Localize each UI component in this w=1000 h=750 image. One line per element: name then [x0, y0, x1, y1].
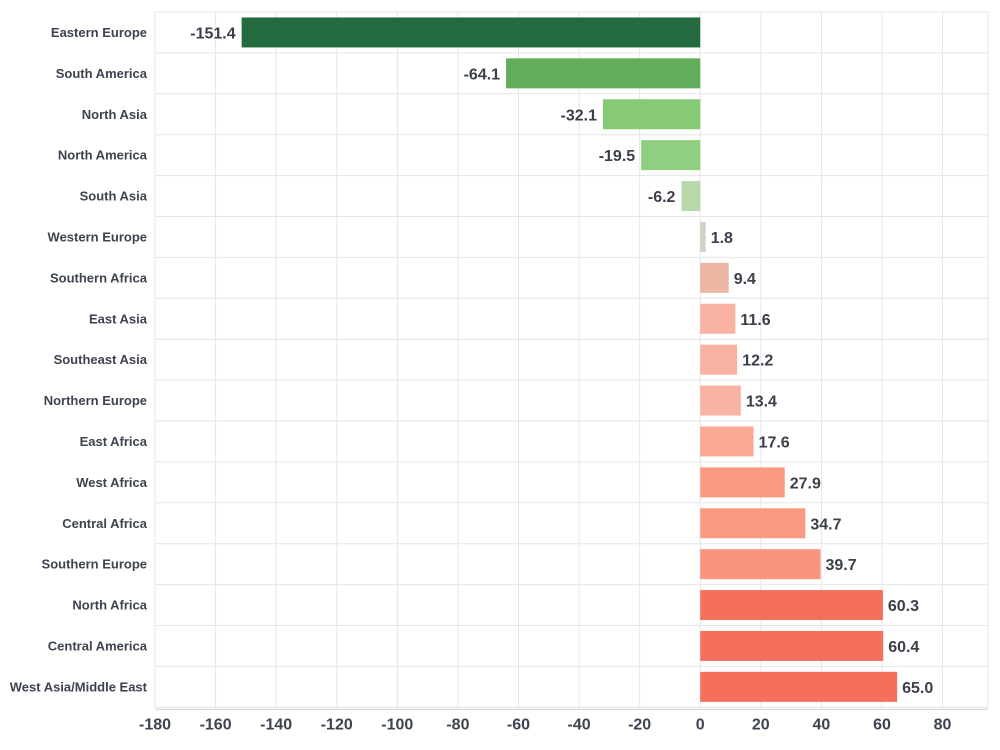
- category-label: Eastern Europe: [51, 25, 147, 40]
- category-label: South America: [56, 66, 148, 81]
- x-tick-label: 60: [873, 716, 891, 733]
- category-label: North America: [58, 148, 148, 163]
- category-label: Central Africa: [62, 516, 148, 531]
- grid-lines: [154, 11, 989, 708]
- bar-northern-europe: [700, 385, 741, 416]
- x-tick-label: -180: [139, 716, 171, 733]
- x-tick-label: -100: [381, 716, 413, 733]
- category-label: East Asia: [89, 311, 148, 326]
- value-label: -64.1: [464, 66, 501, 83]
- value-label: 34.7: [810, 516, 841, 533]
- bars: [241, 17, 898, 702]
- bar-east-africa: [700, 426, 754, 457]
- x-tick-label: -60: [507, 716, 530, 733]
- bar-south-america: [506, 58, 701, 89]
- value-label: 39.7: [825, 557, 856, 574]
- value-label: 27.9: [790, 475, 821, 492]
- x-tick-label: -20: [628, 716, 651, 733]
- category-label: West Africa: [76, 475, 148, 490]
- x-tick-label: -120: [321, 716, 353, 733]
- bar-western-europe: [700, 221, 706, 252]
- value-label: 65.0: [902, 680, 933, 697]
- category-labels: Eastern Europe South America North Asia Nor…: [10, 25, 148, 694]
- category-label: South Asia: [80, 189, 148, 204]
- x-tick-label: 20: [752, 716, 770, 733]
- x-tick-label: -80: [446, 716, 469, 733]
- category-label: Southeast Asia: [54, 352, 148, 367]
- x-tick-label: -40: [568, 716, 591, 733]
- value-label: -32.1: [561, 107, 598, 124]
- category-label: Northern Europe: [44, 393, 147, 408]
- bar-south-asia: [681, 181, 701, 212]
- value-labels: -151.4 -64.1 -32.1 -19.5 -6.2 1.8 9.4 11.6 12.2 1…: [190, 25, 933, 696]
- category-label: Southern Europe: [42, 557, 147, 572]
- category-label: East Africa: [80, 434, 148, 449]
- bar-central-america: [700, 630, 884, 661]
- value-label: 11.6: [740, 312, 770, 329]
- value-label: 60.3: [888, 598, 919, 615]
- value-label: -19.5: [599, 148, 636, 165]
- category-label: North Asia: [82, 107, 148, 122]
- value-label: 17.6: [759, 434, 790, 451]
- x-axis: -180 -160 -140 -120 -100 -80 -60 -40 -20 0 20 40 60 8…: [139, 708, 988, 733]
- bar-north-asia: [603, 99, 701, 130]
- bar-southern-africa: [700, 262, 729, 293]
- x-tick-label: 0: [696, 716, 705, 733]
- value-label: 12.2: [742, 353, 773, 370]
- x-tick-label: -160: [200, 716, 232, 733]
- bar-west-asia-middle-east: [700, 671, 898, 702]
- x-tick-label: -140: [260, 716, 292, 733]
- bar-north-africa: [700, 590, 883, 621]
- category-label: Southern Africa: [50, 270, 148, 285]
- value-label: 60.4: [888, 639, 919, 656]
- value-label: 9.4: [734, 271, 756, 288]
- value-label: 1.8: [711, 230, 733, 247]
- bar-central-africa: [700, 508, 806, 539]
- bar-southeast-asia: [700, 344, 738, 375]
- value-label: 13.4: [746, 394, 777, 411]
- bar-west-africa: [700, 467, 785, 498]
- x-tick-label: 40: [813, 716, 831, 733]
- bar-eastern-europe: [241, 17, 701, 48]
- bar-southern-europe: [700, 549, 821, 580]
- category-label: West Asia/Middle East: [10, 679, 148, 694]
- bar-east-asia: [700, 303, 736, 334]
- bar-north-america: [641, 140, 701, 171]
- category-label: Central America: [48, 638, 148, 653]
- category-label: North Africa: [72, 598, 147, 613]
- category-label: Western Europe: [48, 229, 147, 244]
- value-label: -151.4: [190, 25, 235, 42]
- x-tick-label: 80: [934, 716, 952, 733]
- value-label: -6.2: [648, 189, 676, 206]
